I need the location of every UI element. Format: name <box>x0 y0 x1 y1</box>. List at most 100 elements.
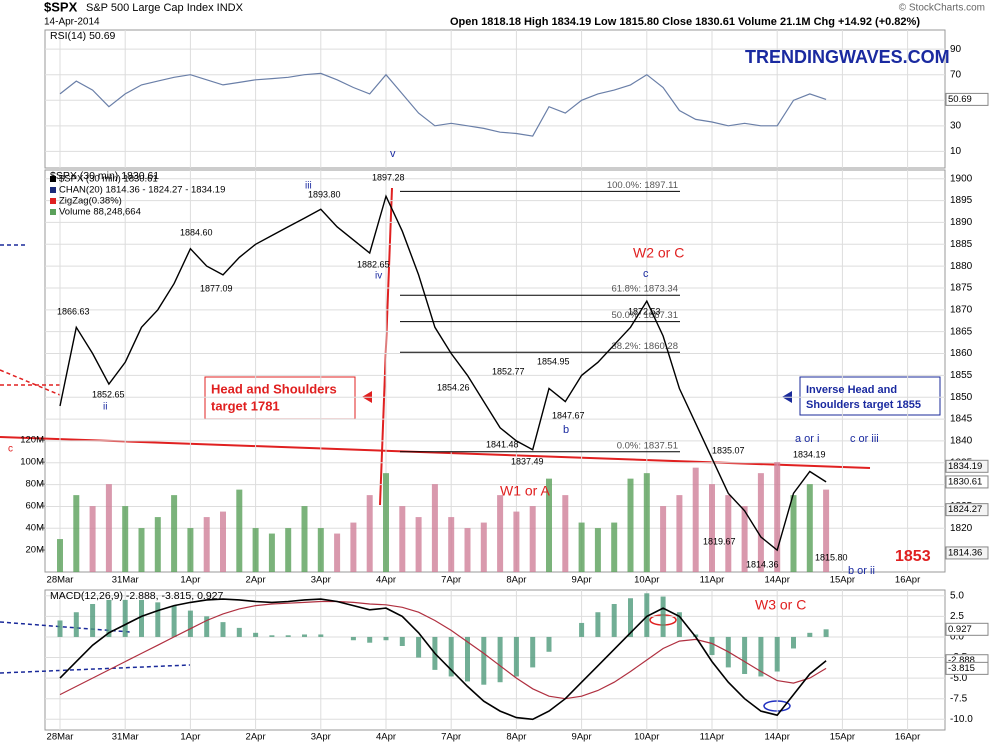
histogram-bar <box>155 602 161 637</box>
y-tick-label: 1880 <box>950 261 973 272</box>
callout-box <box>204 376 356 420</box>
volume-bar <box>757 473 764 572</box>
rsi-panel <box>44 29 946 169</box>
x-tick-label: 9Apr <box>572 732 592 743</box>
callout-text: Shoulders target 1855 <box>806 399 921 411</box>
y-tick-label: 1820 <box>950 523 973 534</box>
callout-box <box>799 376 941 416</box>
y-tick-label: 1890 <box>950 217 973 228</box>
volume-bar <box>790 495 797 572</box>
panel-title: RSI(14) 50.69 <box>50 30 116 42</box>
annotation: TRENDINGWAVES.COM <box>745 47 950 67</box>
histogram-bar <box>709 636 715 656</box>
y-tick-label: 70 <box>950 69 962 80</box>
volume-bar <box>301 506 308 572</box>
panel-title: $SPX (30 min) 1830.61 <box>50 170 159 182</box>
annotation: c <box>8 444 13 455</box>
volume-bar <box>725 495 732 572</box>
macd-trend <box>0 664 191 674</box>
value-tag-box <box>945 459 989 473</box>
x-tick-label: 4Apr <box>376 575 396 586</box>
y-tick-label: 0.0 <box>950 632 964 643</box>
histogram-bar <box>628 598 633 637</box>
y-tick-label: 2.5 <box>950 611 964 622</box>
value-tag: 1814.36 <box>948 547 982 558</box>
value-tag: 1830.61 <box>948 476 982 487</box>
histogram-bar <box>139 599 144 637</box>
symbol: $SPX <box>44 0 78 14</box>
histogram-bar <box>106 599 112 637</box>
histogram-bar <box>497 636 503 683</box>
y-tick-label: 1860 <box>950 348 973 359</box>
x-tick-label: 1Apr <box>180 732 200 743</box>
histogram-bar <box>758 636 764 677</box>
legend-swatch <box>50 198 56 204</box>
legend-swatch <box>50 209 56 215</box>
x-tick-label: 15Apr <box>830 732 855 743</box>
x-tick-label: 1Apr <box>180 575 200 586</box>
volume-bar <box>692 467 699 572</box>
value-tag: -2.888 <box>948 655 975 666</box>
macd-panel <box>44 589 946 731</box>
volume-bar <box>350 522 357 572</box>
annotation: 1837.49 <box>511 456 544 466</box>
volume-bar <box>741 506 748 572</box>
annotation: 1853 <box>895 548 931 565</box>
annotation: W3 or C <box>755 597 806 613</box>
fib-label: 61.8%: 1873.34 <box>611 284 678 295</box>
histogram-bar <box>579 622 585 637</box>
annotation: v <box>390 148 396 160</box>
volume-bar <box>627 478 634 572</box>
volume-bar <box>823 489 830 572</box>
y-tick-label: 1855 <box>950 370 973 381</box>
macd-line <box>59 598 827 721</box>
histogram-bar <box>791 636 796 649</box>
y2-tick-label: 80M <box>26 479 45 490</box>
x-tick-label: 10Apr <box>634 575 659 586</box>
volume-bar <box>431 484 438 572</box>
annotation: 1877.09 <box>200 283 233 293</box>
histogram-bar <box>220 622 226 637</box>
x-tick-label: 3Apr <box>311 732 331 743</box>
histogram-bar <box>807 632 813 637</box>
annotation: c <box>643 268 649 280</box>
annotation: 1854.26 <box>437 382 470 392</box>
histogram-bar <box>383 636 389 641</box>
y-tick-label: 1870 <box>950 304 973 315</box>
x-tick-label: 2Apr <box>246 732 266 743</box>
value-tag: -3.815 <box>948 663 975 674</box>
credit: © StockCharts.com <box>899 3 985 14</box>
volume-bar <box>220 511 226 572</box>
y-tick-label: 30 <box>950 120 962 131</box>
histogram-bar <box>676 612 682 637</box>
annotation: 1882.65 <box>357 259 390 269</box>
volume-bar <box>464 528 471 572</box>
annotation: b <box>563 424 569 436</box>
volume-bar <box>122 506 129 572</box>
annotation: a or i <box>795 433 819 445</box>
annotation: 1852.77 <box>492 366 525 376</box>
annotation: 1847.67 <box>552 410 585 420</box>
y2-tick-label: 120M <box>20 435 44 446</box>
y-tick-label: -7.5 <box>950 693 968 704</box>
y-tick-label: -10.0 <box>950 714 973 725</box>
volume-bar <box>89 506 96 572</box>
histogram-bar <box>187 610 193 637</box>
volume-bar <box>105 484 112 572</box>
x-tick-label: 4Apr <box>376 732 396 743</box>
volume-bar <box>562 495 569 572</box>
x-tick-label: 31Mar <box>112 575 139 586</box>
histogram-bar <box>90 604 96 637</box>
volume-bar <box>57 539 63 572</box>
y-tick-label: 5.0 <box>950 590 964 601</box>
histogram-bar <box>513 636 519 677</box>
histogram-bar <box>742 636 748 674</box>
histogram-bar <box>269 635 275 637</box>
legend-entry: $SPX (30 min) 1830.61 <box>59 174 158 185</box>
value-tag: 0.927 <box>948 624 972 635</box>
volume-bar <box>73 495 80 572</box>
histogram-bar <box>399 636 405 646</box>
volume-bar <box>774 462 781 572</box>
x-tick-label: 9Apr <box>572 575 592 586</box>
